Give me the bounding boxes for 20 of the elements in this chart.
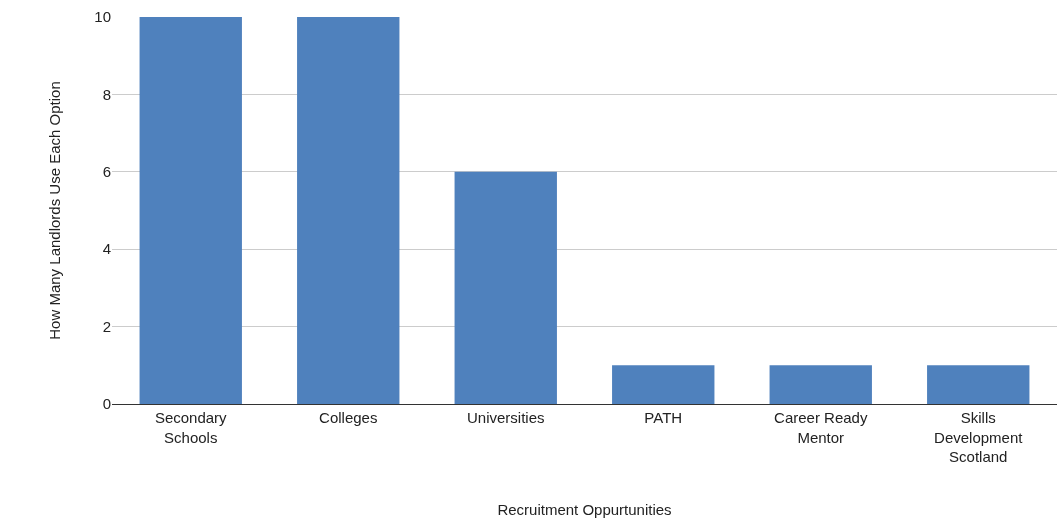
bar <box>297 17 400 404</box>
y-tick-label: 4 <box>102 240 111 258</box>
x-tick-label: PATH <box>644 409 683 426</box>
x-axis-title: Recruitment Oppurtunities <box>497 501 672 518</box>
x-tick-label: Career Ready Mentor <box>774 409 868 446</box>
bar <box>454 171 557 404</box>
y-tick-label: 2 <box>102 317 111 335</box>
y-axis-title: How Many Landlords Use Each Option <box>45 81 63 340</box>
bar <box>927 365 1030 404</box>
y-tick-label: 0 <box>102 395 111 413</box>
y-tick-label: 6 <box>102 163 111 181</box>
x-tick-label: Colleges <box>319 409 378 426</box>
x-tick-label: Secondary Schools <box>154 409 228 446</box>
bar <box>139 17 242 404</box>
x-tick-label: Universities <box>466 409 545 426</box>
bar <box>612 365 715 404</box>
x-tick-label: Skills Development Scotland <box>934 409 1024 465</box>
y-tick-label: 8 <box>102 85 111 103</box>
y-tick-label: 10 <box>94 8 111 26</box>
bar <box>769 365 872 404</box>
